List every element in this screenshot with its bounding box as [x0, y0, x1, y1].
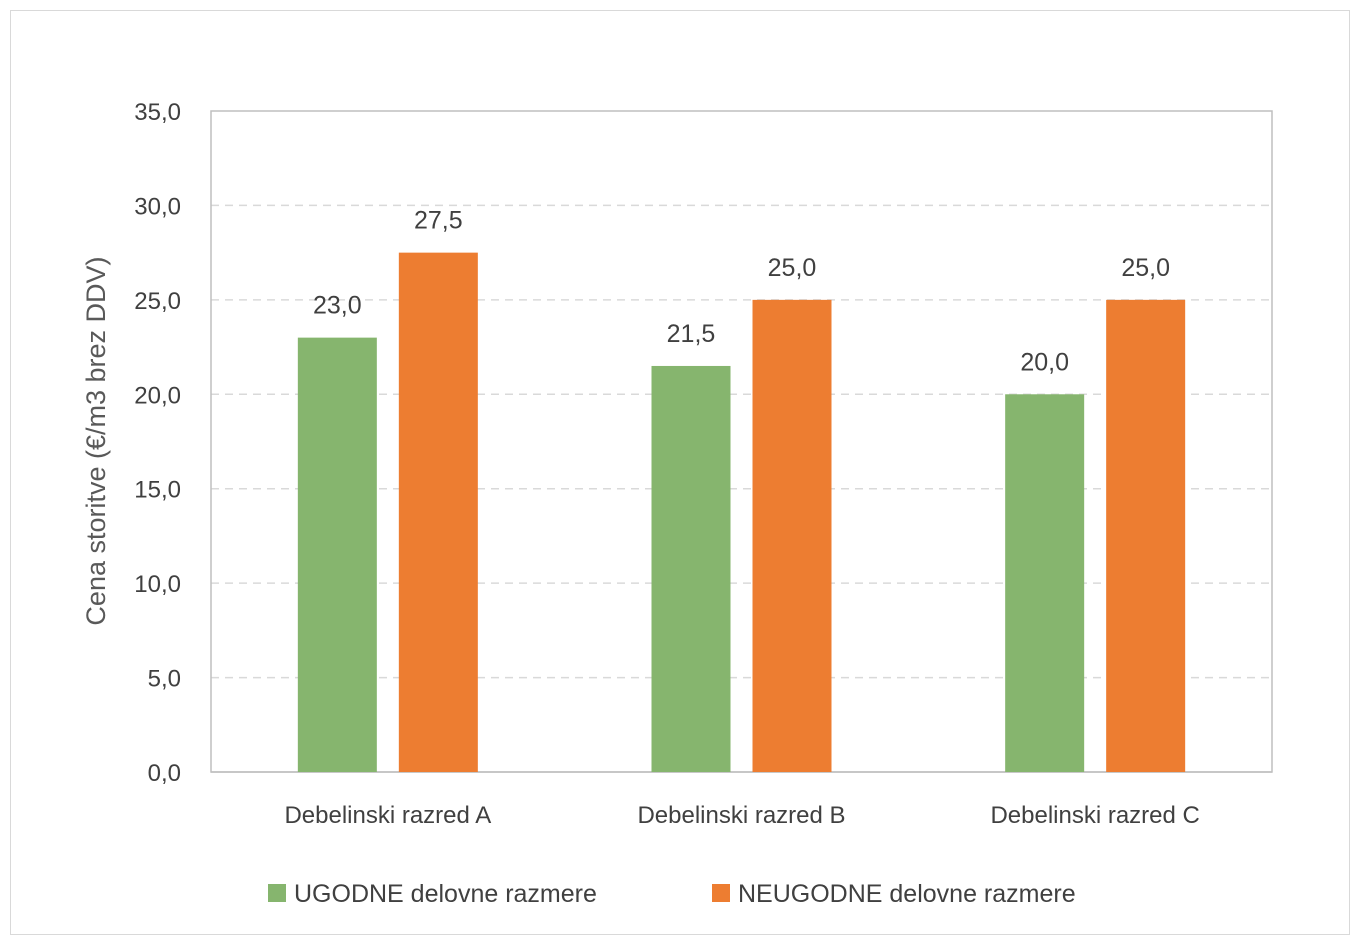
x-category-label: Debelinski razred A: [284, 802, 491, 829]
y-tick-label: 20,0: [134, 382, 181, 409]
y-tick-label: 15,0: [134, 477, 181, 504]
x-axis-categories: Debelinski razred A Debelinski razred B De…: [284, 802, 1199, 829]
legend-swatch: [712, 884, 730, 902]
legend: UGODNE delovne razmere NEUGODNE delovne r…: [268, 880, 1076, 908]
legend-label: UGODNE delovne razmere: [294, 880, 597, 908]
data-labels: 23,0 27,5 21,5 25,0 20,0 25,0: [313, 207, 1170, 377]
bar: [651, 365, 731, 772]
bars: [297, 252, 1186, 773]
data-label: 21,5: [667, 320, 716, 348]
y-axis-ticks: 0,0 5,0 10,0 15,0 20,0 25,0 30,0 35,0: [134, 99, 181, 787]
x-category-label: Debelinski razred B: [637, 802, 845, 829]
bar: [1005, 394, 1085, 772]
bar: [752, 299, 832, 772]
data-label: 25,0: [768, 254, 817, 282]
bar: [1106, 299, 1186, 772]
y-tick-label: 5,0: [148, 666, 181, 693]
y-tick-label: 30,0: [134, 193, 181, 220]
y-tick-label: 35,0: [134, 99, 181, 126]
data-label: 25,0: [1121, 254, 1170, 282]
legend-label: NEUGODNE delovne razmere: [738, 880, 1076, 908]
legend-swatch: [268, 884, 286, 902]
gridlines: [211, 204, 1272, 679]
plot-area: [210, 110, 1273, 773]
y-axis-title: Cena storitve (€/m3 brez DDV): [81, 256, 111, 625]
bar: [297, 337, 377, 772]
data-label: 27,5: [414, 207, 463, 235]
y-tick-label: 25,0: [134, 288, 181, 315]
x-category-label: Debelinski razred C: [990, 802, 1199, 829]
y-tick-label: 10,0: [134, 571, 181, 598]
bar: [398, 252, 478, 773]
y-tick-label: 0,0: [148, 760, 181, 787]
data-label: 23,0: [313, 292, 362, 320]
data-label: 20,0: [1020, 348, 1069, 376]
